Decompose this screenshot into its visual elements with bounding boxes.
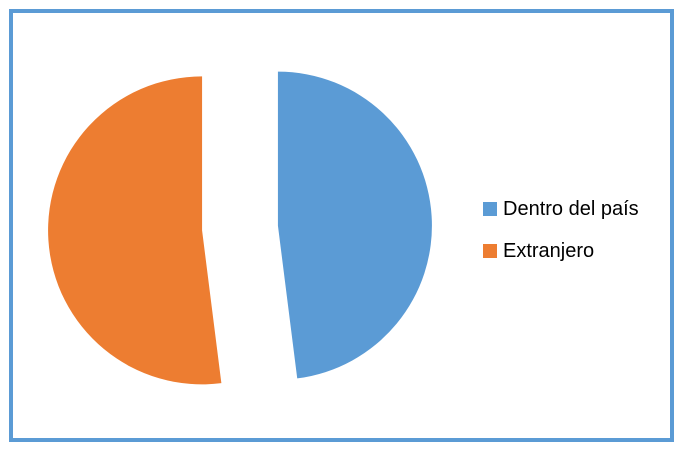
legend-swatch-extranjero: [483, 244, 497, 258]
legend-label-extranjero: Extranjero: [503, 239, 595, 262]
legend: Dentro del país Extranjero: [483, 195, 639, 279]
pie-slice-extranjero: [48, 76, 222, 385]
legend-item-extranjero: Extranjero: [483, 237, 639, 265]
legend-swatch-dentro: [483, 202, 497, 216]
legend-item-dentro: Dentro del país: [483, 195, 639, 223]
legend-label-dentro: Dentro del país: [503, 197, 639, 220]
pie-slice-dentro: [277, 71, 432, 379]
